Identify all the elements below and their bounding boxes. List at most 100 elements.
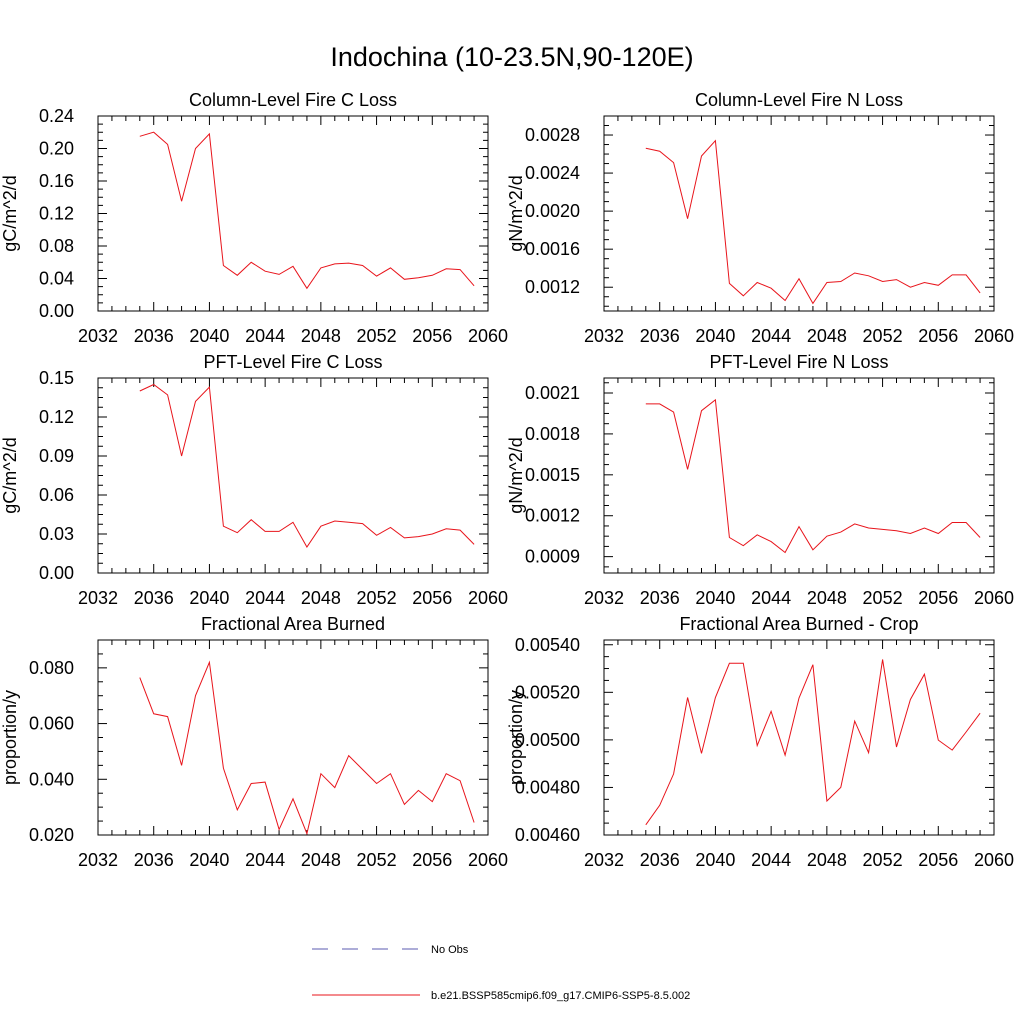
panel-title: PFT-Level Fire N Loss — [709, 352, 888, 372]
x-tick-label: 2060 — [468, 850, 508, 870]
x-tick-label: 2048 — [807, 326, 847, 346]
x-tick-label: 2032 — [584, 326, 624, 346]
x-tick-label: 2040 — [189, 588, 229, 608]
y-tick-label: 0.00540 — [515, 635, 580, 655]
x-tick-label: 2056 — [412, 326, 452, 346]
x-tick-label: 2036 — [640, 326, 680, 346]
series-line — [645, 659, 981, 826]
y-tick-label: 0.08 — [39, 236, 74, 256]
x-tick-label: 2056 — [918, 326, 958, 346]
x-tick-label: 2040 — [695, 588, 735, 608]
y-axis-label: gC/m^2/d — [0, 437, 20, 513]
y-tick-label: 0.020 — [29, 825, 74, 845]
x-tick-label: 2044 — [245, 588, 285, 608]
y-tick-label: 0.06 — [39, 485, 74, 505]
y-tick-label: 0.24 — [39, 106, 74, 126]
x-tick-label: 2060 — [974, 850, 1014, 870]
panel-title: PFT-Level Fire C Loss — [203, 352, 382, 372]
legend-label-model-run: b.e21.BSSP585cmip6.f09_g17.CMIP6-SSP5-8.… — [431, 990, 690, 1002]
series-line — [139, 383, 475, 548]
panel-title: Column-Level Fire C Loss — [189, 90, 397, 110]
x-tick-label: 2060 — [974, 588, 1014, 608]
panel-4: PFT-Level Fire N Loss gN/m^2/d 2032 2036 204… — [506, 352, 1014, 608]
series-line — [645, 139, 981, 305]
x-tick-label: 2052 — [863, 326, 903, 346]
panel-5: Fractional Area Burned proportion/y 2032 20… — [0, 614, 508, 870]
series-line — [139, 131, 475, 290]
y-tick-label: 0.0024 — [525, 163, 580, 183]
x-tick-label: 2044 — [751, 588, 791, 608]
panel-6: Fractional Area Burned - Crop proportion/… — [506, 614, 1014, 870]
y-axis-label: gN/m^2/d — [506, 175, 526, 251]
x-tick-label: 2036 — [134, 850, 174, 870]
x-tick-label: 2048 — [301, 326, 341, 346]
x-tick-label: 2040 — [695, 850, 735, 870]
x-tick-label: 2032 — [584, 850, 624, 870]
y-tick-label: 0.20 — [39, 139, 74, 159]
y-tick-label: 0.12 — [39, 204, 74, 224]
figure-title: Indochina (10-23.5N,90-120E) — [330, 42, 693, 72]
x-tick-label: 2052 — [357, 326, 397, 346]
x-tick-label: 2040 — [189, 326, 229, 346]
x-tick-label: 2044 — [245, 850, 285, 870]
y-tick-label: 0.0015 — [525, 465, 580, 485]
x-tick-label: 2040 — [695, 326, 735, 346]
y-tick-label: 0.0020 — [525, 201, 580, 221]
x-tick-label: 2048 — [301, 850, 341, 870]
panel-title: Column-Level Fire N Loss — [695, 90, 903, 110]
x-tick-label: 2052 — [863, 850, 903, 870]
y-axis-label: gN/m^2/d — [506, 437, 526, 513]
y-tick-label: 0.060 — [29, 714, 74, 734]
y-tick-label: 0.12 — [39, 407, 74, 427]
y-tick-label: 0.03 — [39, 524, 74, 544]
x-tick-label: 2040 — [189, 850, 229, 870]
panel-title: Fractional Area Burned — [201, 614, 385, 634]
x-tick-label: 2032 — [78, 588, 118, 608]
x-tick-label: 2052 — [357, 588, 397, 608]
y-tick-label: 0.00 — [39, 563, 74, 583]
y-tick-label: 0.040 — [29, 769, 74, 789]
x-tick-label: 2060 — [468, 326, 508, 346]
panels: Column-Level Fire C Loss gC/m^2/d 2032 2036… — [0, 90, 1014, 870]
y-tick-label: 0.0021 — [525, 383, 580, 403]
series-line — [645, 398, 981, 554]
x-tick-label: 2056 — [918, 850, 958, 870]
y-tick-label: 0.04 — [39, 269, 74, 289]
y-tick-label: 0.00520 — [515, 682, 580, 702]
x-tick-label: 2048 — [807, 588, 847, 608]
x-tick-label: 2044 — [751, 850, 791, 870]
x-tick-label: 2044 — [751, 326, 791, 346]
legend: No Obs b.e21.BSSP585cmip6.f09_g17.CMIP6-… — [312, 944, 690, 1002]
x-tick-label: 2032 — [78, 326, 118, 346]
y-tick-label: 0.0016 — [525, 239, 580, 259]
x-tick-label: 2060 — [468, 588, 508, 608]
x-tick-label: 2052 — [357, 850, 397, 870]
y-tick-label: 0.0009 — [525, 547, 580, 567]
legend-label-no-obs: No Obs — [431, 944, 469, 956]
x-tick-label: 2052 — [863, 588, 903, 608]
x-tick-label: 2048 — [301, 588, 341, 608]
panel-2: Column-Level Fire N Loss gN/m^2/d 2032 2036… — [506, 90, 1014, 346]
x-tick-label: 2036 — [640, 850, 680, 870]
y-tick-label: 0.16 — [39, 171, 74, 191]
panel-3: PFT-Level Fire C Loss gC/m^2/d 2032 2036 204… — [0, 352, 508, 608]
y-tick-label: 0.15 — [39, 368, 74, 388]
x-tick-label: 2048 — [807, 850, 847, 870]
panel-1: Column-Level Fire C Loss gC/m^2/d 2032 2036… — [0, 90, 508, 346]
y-axis-label: proportion/y — [506, 690, 526, 785]
y-tick-label: 0.0018 — [525, 424, 580, 444]
x-tick-label: 2056 — [412, 588, 452, 608]
y-tick-label: 0.00500 — [515, 730, 580, 750]
y-tick-label: 0.0012 — [525, 506, 580, 526]
x-tick-label: 2036 — [134, 326, 174, 346]
y-tick-label: 0.09 — [39, 446, 74, 466]
y-tick-label: 0.00 — [39, 301, 74, 321]
y-tick-label: 0.00480 — [515, 777, 580, 797]
y-axis-label: gC/m^2/d — [0, 175, 20, 251]
y-tick-label: 0.00460 — [515, 825, 580, 845]
series-line — [139, 660, 475, 836]
x-tick-label: 2036 — [134, 588, 174, 608]
x-tick-label: 2032 — [584, 588, 624, 608]
panel-title: Fractional Area Burned - Crop — [679, 614, 918, 634]
